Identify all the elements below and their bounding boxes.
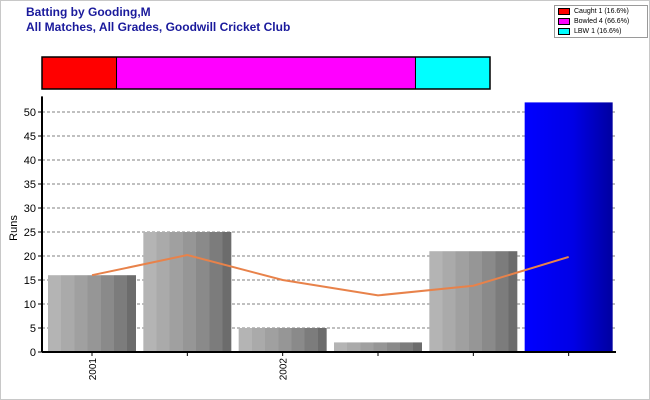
- legend-label-lbw: LBW 1 (16.6%): [574, 28, 622, 35]
- y-tick-label-3: 15: [24, 275, 36, 287]
- dismissal-bar: [41, 56, 491, 90]
- y-tick-label-7: 35: [24, 179, 36, 191]
- y-tick-label-10: 50: [24, 107, 36, 119]
- bar-5: [524, 102, 613, 353]
- legend: Caught 1 (16.6%) Bowled 4 (66.6%) LBW 1 …: [554, 5, 648, 38]
- dismissal-segment-2: [414, 56, 491, 90]
- y-tick-label-9: 45: [24, 131, 36, 143]
- legend-swatch-caught: [558, 8, 570, 15]
- bar-4: [429, 251, 518, 352]
- y-tick-label-4: 20: [24, 251, 36, 263]
- dismissal-bar-outline: [41, 56, 491, 90]
- legend-swatch-lbw: [558, 28, 570, 35]
- trend-line: [91, 254, 569, 297]
- grid-lines: [42, 111, 616, 329]
- dismissal-segment-1: [116, 56, 416, 90]
- y-axis-label: Runs: [8, 215, 20, 241]
- legend-label-caught: Caught 1 (16.6%): [574, 8, 629, 15]
- y-tick-label-2: 10: [24, 299, 36, 311]
- bar-3: [334, 342, 422, 352]
- y-tick-label-6: 30: [24, 203, 36, 215]
- dismissal-segment-0: [41, 56, 118, 90]
- y-tick-label-1: 5: [30, 323, 36, 335]
- bars: [48, 102, 613, 353]
- bar-2: [238, 328, 327, 352]
- x-tick-label-0: 2001: [88, 358, 99, 381]
- bar-1: [143, 232, 232, 352]
- axes: 0 5 10 15 20 25 30 35 40 45 50 2001 2002: [24, 96, 616, 380]
- y-tick-label-0: 0: [30, 347, 36, 359]
- y-tick-label-5: 25: [24, 227, 36, 239]
- chart-title: Batting by Gooding,M: [26, 5, 151, 19]
- legend-swatch-bowled: [558, 18, 570, 25]
- bar-0: [48, 275, 136, 352]
- x-tick-label-1: 2002: [279, 358, 290, 381]
- chart-subtitle: All Matches, All Grades, Goodwill Cricke…: [26, 20, 291, 34]
- legend-label-bowled: Bowled 4 (66.6%): [574, 18, 630, 25]
- y-tick-label-8: 40: [24, 155, 36, 167]
- trend-line-group: [91, 254, 569, 297]
